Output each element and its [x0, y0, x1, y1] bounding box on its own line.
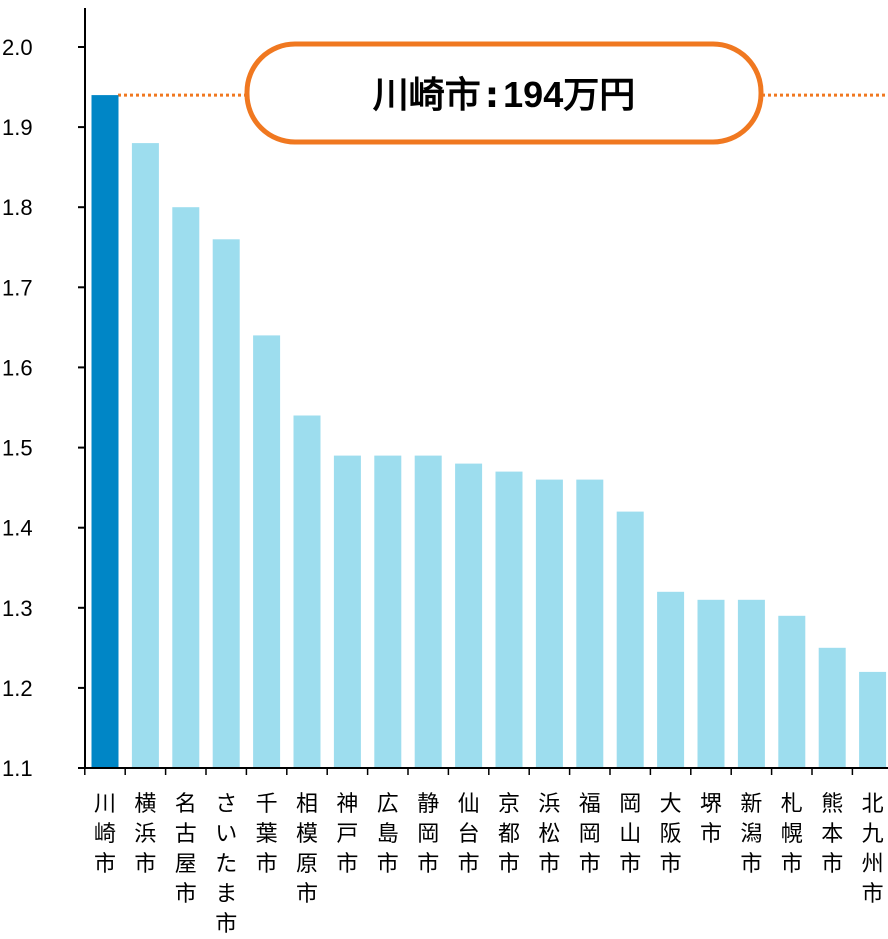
- x-tick-label-9: 静岡市: [417, 792, 439, 877]
- x-tick-labels-group: 川崎市横浜市名古屋市さいたま市千葉市相模原市神戸市広島市静岡市仙台市京都市浜松市…: [84, 768, 884, 937]
- x-tick-label-19: 熊本市: [821, 792, 843, 877]
- callout-box: [244, 41, 764, 145]
- x-tick-label-2: 横浜市: [134, 792, 156, 877]
- bar-19: [818, 647, 846, 768]
- bar-6: [293, 415, 321, 768]
- callout-city: 川崎市: [373, 75, 481, 116]
- y-tick-label-10: 2.0: [2, 35, 33, 60]
- x-tick-label-16: 堺市: [700, 792, 722, 847]
- y-tick-label-9: 1.9: [2, 115, 33, 140]
- bar-10: [455, 463, 483, 768]
- bar-5: [253, 335, 281, 768]
- y-tick-label-1: 1.1: [2, 756, 33, 781]
- x-tick-label-18: 札幌市: [781, 792, 803, 877]
- callout-text: 川崎市:194万円: [373, 74, 636, 116]
- bar-18: [778, 615, 806, 768]
- bar-20: [859, 671, 887, 768]
- bar-9: [414, 455, 442, 768]
- y-tick-label-6: 1.6: [2, 355, 33, 380]
- x-tick-label-17: 新潟市: [740, 792, 762, 877]
- bar-1: [91, 95, 119, 769]
- x-tick-label-10: 仙台市: [458, 792, 480, 877]
- callout-separator: :: [485, 75, 499, 116]
- x-tick-label-1: 川崎市: [94, 792, 116, 877]
- x-tick-label-12: 浜松市: [538, 792, 560, 877]
- x-tick-label-8: 広島市: [377, 792, 399, 877]
- bar-16: [697, 599, 725, 768]
- x-tick-label-5: 千葉市: [256, 792, 278, 877]
- x-tick-label-15: 大阪市: [660, 792, 682, 877]
- bar-14: [616, 511, 644, 768]
- y-tick-label-7: 1.7: [2, 275, 33, 300]
- y-tick-label-2: 1.2: [2, 676, 33, 701]
- x-tick-label-7: 神戸市: [336, 792, 358, 877]
- axis-group: [84, 8, 888, 769]
- y-tick-label-8: 1.8: [2, 195, 33, 220]
- bar-13: [576, 479, 604, 768]
- y-ticks-group: 1.1 1.2 1.3 1.4 1.5 1.6 1.7 1.8 1.9 2.0: [2, 35, 85, 781]
- bar-7: [333, 455, 361, 768]
- callout-unit: 万円: [563, 75, 635, 116]
- x-tick-label-20: 北九州市: [862, 792, 884, 907]
- bar-12: [535, 479, 563, 768]
- bar-17: [737, 599, 765, 768]
- bar-8: [374, 455, 402, 768]
- callout-annotation: 川崎市:194万円: [244, 41, 764, 145]
- bar-11: [495, 471, 523, 768]
- y-tick-label-3: 1.3: [2, 596, 33, 621]
- bar-4: [212, 239, 240, 769]
- x-tick-label-13: 福岡市: [579, 792, 601, 877]
- x-tick-label-14: 岡山市: [619, 792, 641, 877]
- x-tick-label-4: さいたま市: [215, 792, 237, 937]
- y-tick-label-5: 1.5: [2, 436, 33, 461]
- x-tick-label-3: 名古屋市: [175, 792, 197, 907]
- bar-15: [657, 591, 685, 768]
- bars-group: [91, 95, 887, 769]
- bar-3: [172, 207, 200, 768]
- y-tick-label-4: 1.4: [2, 516, 33, 541]
- callout-amount: 194: [503, 74, 563, 115]
- bar-2: [131, 143, 159, 769]
- x-tick-label-11: 京都市: [498, 792, 520, 877]
- x-tick-label-6: 相模原市: [296, 792, 318, 907]
